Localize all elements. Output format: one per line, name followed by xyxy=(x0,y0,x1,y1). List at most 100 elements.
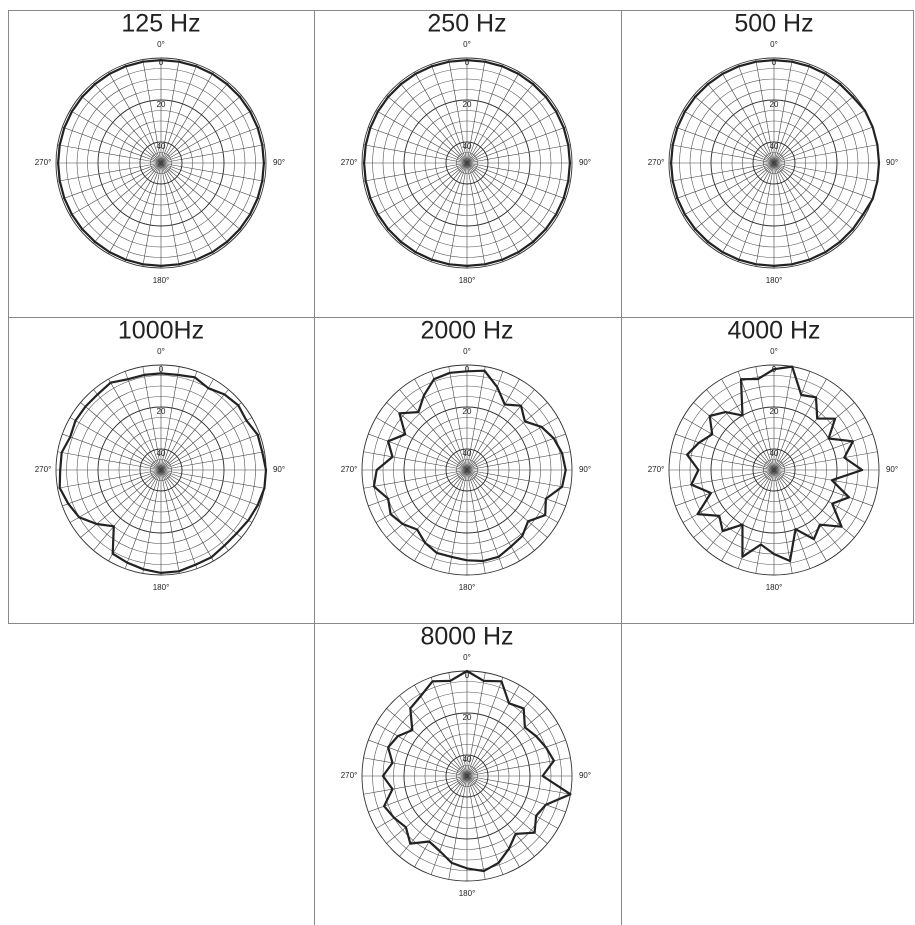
grid-spoke xyxy=(773,144,878,164)
grid-spoke xyxy=(399,82,468,164)
grid-spoke xyxy=(466,775,559,829)
grid-spoke xyxy=(448,162,468,267)
grid-spoke xyxy=(80,402,162,471)
r-tick-label: 20 xyxy=(157,100,166,109)
grid-spoke xyxy=(160,162,198,262)
r-tick-ring xyxy=(445,754,489,798)
r-tick-ring xyxy=(97,99,225,227)
grid-spoke xyxy=(773,162,866,216)
grid-spoke xyxy=(755,162,775,267)
grid-spoke xyxy=(448,366,468,471)
grid-spoke xyxy=(773,469,811,569)
r-tick-label: 20 xyxy=(463,713,472,722)
grid-spoke xyxy=(160,162,242,231)
grid-spoke xyxy=(363,451,468,471)
grid-spoke xyxy=(160,95,242,164)
chart-title: 2000 Hz xyxy=(420,317,513,345)
theta-tick-label: 180° xyxy=(459,889,476,898)
chart-title: 1000Hz xyxy=(118,317,204,345)
grid-spoke xyxy=(160,126,260,164)
grid-spoke xyxy=(69,162,162,216)
grid-spoke xyxy=(62,126,162,164)
grid-spoke xyxy=(160,59,180,164)
theta-tick-label: 270° xyxy=(341,465,358,474)
grid-spoke xyxy=(675,433,775,471)
r-tick-label: 40 xyxy=(463,755,472,764)
grid-spoke xyxy=(69,417,162,471)
grid-spoke xyxy=(160,162,214,255)
grid-spoke xyxy=(773,162,878,182)
r-tick-label: 20 xyxy=(157,407,166,416)
grid-spoke xyxy=(160,64,198,164)
grid-spoke xyxy=(773,469,878,489)
theta-tick-label: 180° xyxy=(459,276,476,285)
r-tick-label: 20 xyxy=(463,100,472,109)
r-tick-label: 40 xyxy=(770,142,779,151)
theta-tick-label: 0° xyxy=(770,40,778,49)
chart-title: 250 Hz xyxy=(427,10,506,38)
grid-spoke xyxy=(466,95,548,164)
grid-spoke xyxy=(160,162,260,200)
grid-spoke xyxy=(160,378,214,471)
theta-tick-label: 270° xyxy=(341,158,358,167)
r-tick-ring xyxy=(139,141,183,185)
grid-spoke xyxy=(466,469,566,507)
grid-spoke xyxy=(160,110,253,164)
chart-title: 8000 Hz xyxy=(420,623,513,651)
grid-spoke xyxy=(466,775,566,813)
r-tick-ring xyxy=(445,141,489,185)
grid-spoke xyxy=(773,71,827,164)
grid-spoke xyxy=(466,469,559,523)
grid-spoke xyxy=(160,162,265,182)
grid-spoke xyxy=(737,371,775,471)
grid-spoke xyxy=(466,469,486,574)
grid-spoke xyxy=(160,469,260,507)
directivity-line xyxy=(57,59,265,267)
r-tick-ring xyxy=(55,57,267,269)
grid-spoke xyxy=(773,59,793,164)
grid-spoke xyxy=(773,469,827,562)
grid-spoke xyxy=(466,378,520,471)
grid-spoke xyxy=(448,672,468,777)
chart-title: 125 Hz xyxy=(121,10,200,38)
grid-spoke xyxy=(773,389,842,471)
grid-spoke xyxy=(142,59,162,164)
grid-spoke xyxy=(108,378,162,471)
grid-spoke xyxy=(108,71,162,164)
r-tick-ring xyxy=(668,364,880,576)
grid-spoke xyxy=(737,64,775,164)
grid-spoke xyxy=(466,162,535,244)
grid-spoke xyxy=(414,378,468,471)
grid-spoke xyxy=(414,684,468,777)
grid-spoke xyxy=(466,684,520,777)
theta-tick-label: 90° xyxy=(886,158,898,167)
grid-spoke xyxy=(466,469,571,489)
grid-spoke xyxy=(466,144,571,164)
grid-spoke xyxy=(466,708,548,777)
grid-spoke xyxy=(448,59,468,164)
r-tick-label: 20 xyxy=(463,407,472,416)
theta-tick-label: 180° xyxy=(153,276,170,285)
r-tick-ring xyxy=(361,364,573,576)
r-tick-label: 0 xyxy=(465,365,470,374)
grid-spoke xyxy=(466,162,571,182)
grid-spoke xyxy=(430,162,468,262)
grid-spoke xyxy=(160,371,198,471)
theta-tick-label: 270° xyxy=(35,158,52,167)
grid-spoke xyxy=(466,775,535,857)
theta-tick-label: 180° xyxy=(153,583,170,592)
grid-spoke xyxy=(675,162,775,200)
grid-spoke xyxy=(160,469,242,538)
grid-spoke xyxy=(706,82,775,164)
grid-spoke xyxy=(773,469,866,523)
grid-spoke xyxy=(386,95,468,164)
grid-spoke xyxy=(466,723,559,777)
polar-chart: 250 Hz 0 20 40 0° 90° 180° 270° xyxy=(341,10,591,286)
grid-spoke xyxy=(93,162,162,244)
grid-spoke xyxy=(69,469,162,523)
r-tick-ring xyxy=(710,406,838,534)
grid-spoke xyxy=(160,366,180,471)
grid-spoke xyxy=(62,162,162,200)
grid-spoke xyxy=(466,162,548,231)
r-tick-label: 40 xyxy=(463,449,472,458)
